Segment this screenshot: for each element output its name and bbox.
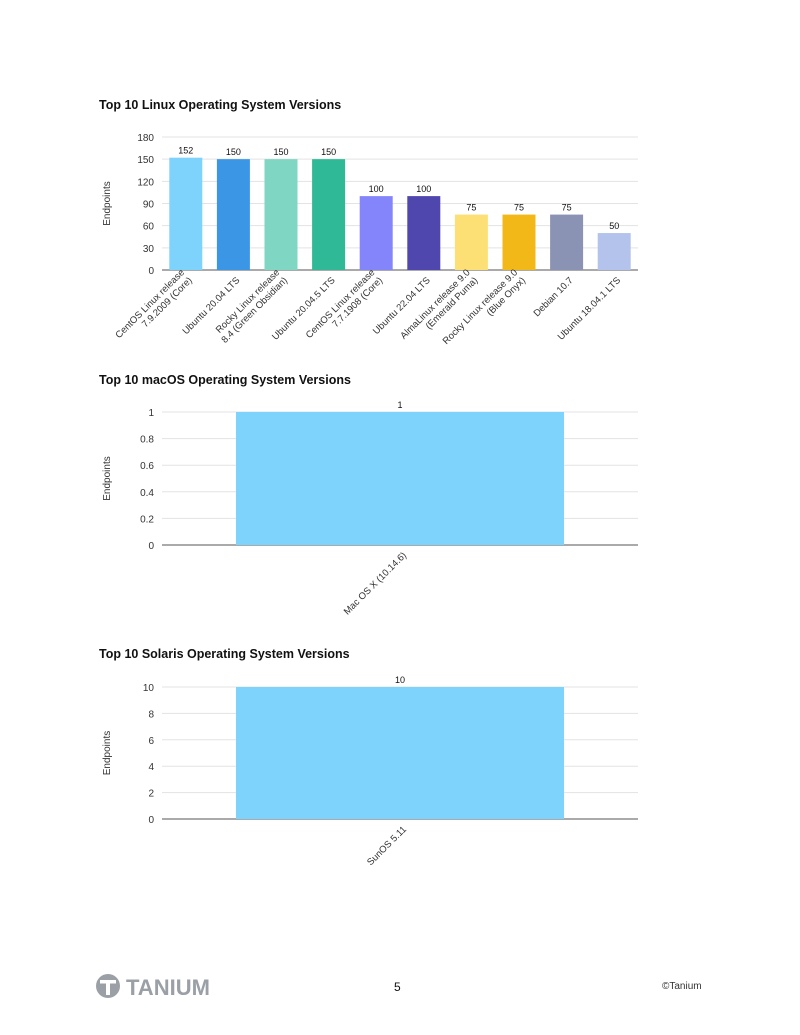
y-tick-label: 30: [143, 244, 155, 255]
x-tick-label-line: Mac OS X (10.14.6): [342, 550, 409, 617]
x-tick-label: Mac OS X (10.14.6): [342, 550, 409, 617]
macos-chart-title: Top 10 macOS Operating System Versions: [99, 373, 351, 387]
bar: [454, 214, 488, 270]
x-tick-label-line: Rocky Linux release: [214, 267, 282, 335]
bar-value-label: 75: [562, 203, 572, 213]
bar: [312, 159, 346, 270]
copyright-text: ©Tanium: [662, 981, 702, 992]
y-tick-label: 10: [143, 683, 155, 694]
linux-chart-title: Top 10 Linux Operating System Versions: [99, 98, 342, 112]
linux-chart: 0 30 60 90 120 150 180 Endpoints 152 CentOS Linux…: [102, 133, 638, 347]
bar: [169, 157, 203, 270]
tanium-logo-mark-icon: TANIUM: [96, 974, 210, 1000]
x-tick-label: AlmaLinux release 9.0(Emerald Puma): [398, 267, 480, 341]
y-axis-label: Endpoints: [102, 456, 113, 500]
bar-value-label: 75: [466, 203, 476, 213]
y-tick-label: 120: [137, 177, 154, 188]
bar: [359, 196, 393, 270]
bar-value-label: 150: [273, 147, 288, 157]
y-tick-label: 1: [148, 408, 154, 419]
y-tick-label: 0.6: [140, 461, 154, 472]
page-number: 5: [394, 980, 401, 994]
y-tick-label: 0.2: [140, 514, 154, 525]
macos-chart: 0 0.2 0.4 0.6 0.8 1 Endpoints 1 Mac OS X (10.14.…: [102, 400, 638, 617]
y-tick-label: 2: [148, 789, 154, 800]
y-tick-label: 90: [143, 200, 155, 211]
solaris-chart: 0 2 4 6 8 10 Endpoints 10 SunOS 5.11: [102, 675, 638, 868]
y-tick-label: 4: [148, 762, 154, 773]
bar-value-label: 100: [416, 184, 431, 194]
tanium-logo-text: TANIUM: [126, 975, 210, 1000]
y-tick-label: 8: [148, 709, 154, 720]
bar: [264, 159, 298, 270]
y-axis-label: Endpoints: [102, 181, 113, 225]
bar-value-label: 50: [609, 221, 619, 231]
y-tick-label: 0.8: [140, 435, 154, 446]
solaris-chart-title: Top 10 Solaris Operating System Versions: [99, 647, 350, 661]
bar-value-label: 10: [395, 675, 405, 685]
bar-value-label: 150: [321, 147, 336, 157]
bar: [550, 214, 584, 270]
y-tick-label: 0: [148, 541, 154, 552]
bar: [236, 687, 564, 819]
bar: [236, 412, 564, 545]
y-tick-label: 0: [148, 266, 154, 277]
tanium-logo: TANIUM: [94, 971, 244, 1001]
y-tick-label: 0: [148, 815, 154, 826]
bar: [216, 159, 250, 270]
y-tick-label: 60: [143, 222, 155, 233]
bar: [407, 196, 441, 270]
y-tick-label: 180: [137, 133, 154, 144]
y-tick-label: 0.4: [140, 488, 154, 499]
bar-value-label: 75: [514, 203, 524, 213]
x-tick-label-line: CentOS Linux release: [113, 267, 187, 341]
bar: [502, 214, 536, 270]
x-tick-label: Debian 10.7: [532, 275, 576, 319]
y-axis-label: Endpoints: [102, 731, 113, 775]
x-tick-label-line: Debian 10.7: [532, 275, 576, 319]
bar-value-label: 1: [397, 400, 402, 410]
bar-value-label: 150: [226, 147, 241, 157]
x-tick-label-line: SunOS 5.11: [365, 824, 409, 868]
bar-value-label: 152: [178, 146, 193, 156]
y-tick-label: 6: [148, 736, 154, 747]
bar: [597, 233, 631, 270]
bar-value-label: 100: [369, 184, 384, 194]
x-tick-label: SunOS 5.11: [365, 824, 409, 868]
y-tick-label: 150: [137, 155, 154, 166]
